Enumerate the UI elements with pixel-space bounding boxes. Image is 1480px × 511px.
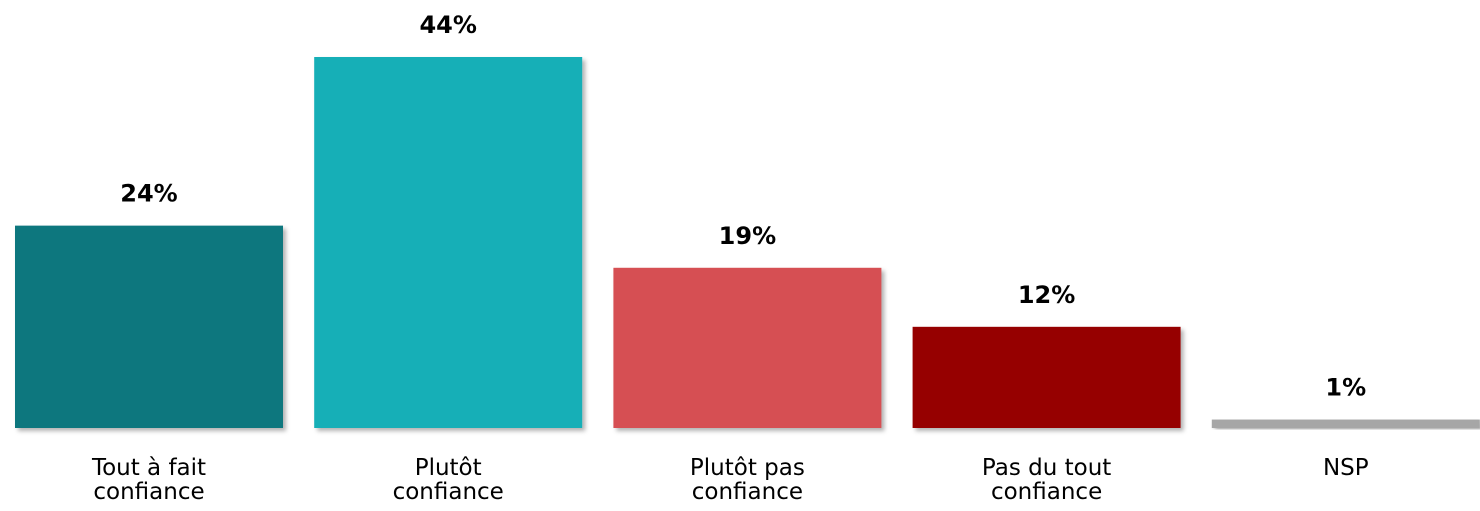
value-label: 24% xyxy=(120,180,177,208)
value-label: 19% xyxy=(719,222,776,250)
x-tick-label: Plutôt pas confiance xyxy=(689,455,805,505)
bar xyxy=(613,267,882,428)
value-label: 12% xyxy=(1018,281,1075,309)
x-tick-label: Pas du tout confiance xyxy=(981,455,1112,505)
x-tick-label: NSP xyxy=(1322,455,1369,481)
value-label: 1% xyxy=(1325,374,1366,402)
bar xyxy=(15,225,283,428)
bar xyxy=(912,326,1181,428)
x-tick-label: Plutôt confiance xyxy=(392,455,504,505)
bar xyxy=(1211,419,1480,428)
value-label: 44% xyxy=(419,11,476,39)
bar xyxy=(314,57,583,428)
x-tick-label: Tout à fait confiance xyxy=(91,455,207,505)
